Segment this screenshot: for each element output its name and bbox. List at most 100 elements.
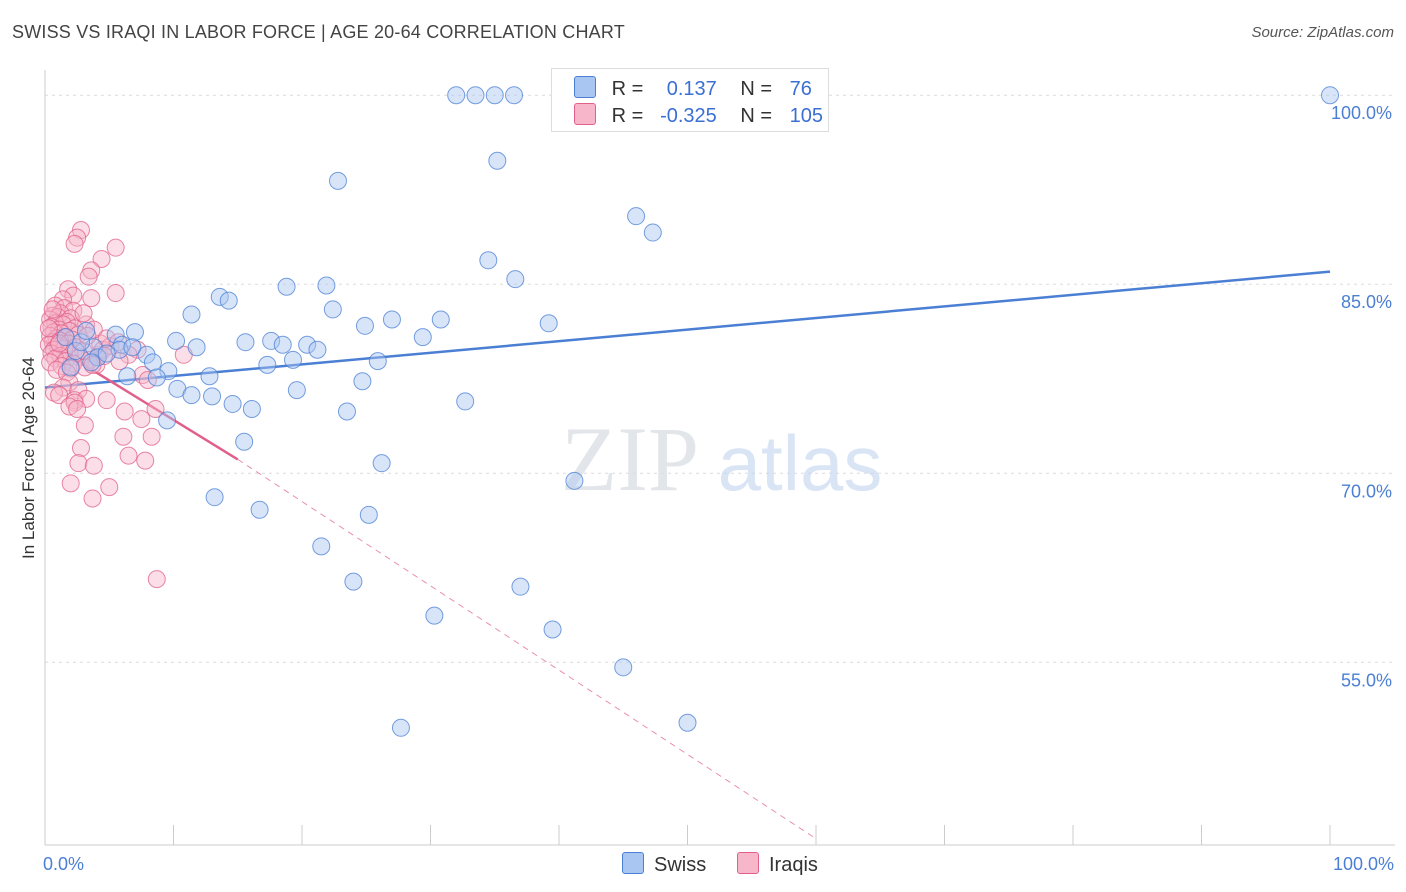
swiss-n-label: N = [740,78,773,100]
swiss-point [505,86,524,105]
iraqis-point [64,286,83,305]
swiss-point [344,572,363,591]
bottom-iraqis-swatch [737,852,759,874]
swiss-point [382,310,401,329]
swiss-point [236,333,255,352]
y-axis-label: In Labor Force | Age 20-64 [19,357,38,559]
iraqis-point [142,427,161,446]
iraqis-point [41,353,60,372]
iraqis-point [75,416,94,435]
swiss-point [159,362,178,381]
y-tick-label: 85.0% [1341,292,1392,312]
watermark-atlas: atlas [718,419,883,507]
iraqis-point [136,451,155,470]
swiss-point [113,335,132,354]
swiss-point [182,305,201,324]
trend-lines [44,270,1331,840]
swiss-point [223,394,242,413]
swiss-point [317,276,336,295]
iraqis-point [97,329,116,348]
swiss-point [337,402,356,421]
swiss-point [66,342,85,361]
swiss-point [210,287,229,306]
bottom-legend-swiss: Swiss [622,852,706,877]
iraqis-swatch [574,103,596,125]
iraqis-point [100,478,119,497]
swiss-point [413,328,432,347]
swiss-point [431,310,450,329]
swiss-r-value: 0.137 [666,78,717,100]
iraqis-point [65,234,84,253]
bottom-iraqis-label: Iraqis [769,854,818,876]
correlation-legend: R = 0.137 N = 76 R = -0.325 N = 105 [551,68,829,132]
swiss-point [147,368,166,387]
watermark-zip: ZIP [561,408,699,510]
swiss-point [391,718,410,737]
iraqis-point [114,427,133,446]
swiss-point [479,251,498,270]
swiss-point [287,381,306,400]
iraqis-point [106,284,125,303]
iraqis-point [115,402,134,421]
swiss-n-value: 76 [789,78,812,100]
swiss-point [643,223,662,242]
iraqis-point [47,360,66,379]
iraqis-point [79,267,98,286]
swiss-point [488,151,507,170]
swiss-point [187,338,206,357]
swiss-point [242,399,261,418]
x-tick-label-max: 100.0% [1333,854,1394,874]
iraqis-point [92,250,111,269]
iraqis-r-value: -0.325 [660,105,717,127]
y-tick-label: 100.0% [1331,103,1392,123]
swiss-point [250,500,269,519]
swiss-point [258,355,277,374]
iraqis-point [82,289,101,308]
iraqis-point [74,304,93,323]
iraqis-point [83,489,102,508]
swiss-point [506,270,525,289]
legend-row-swiss: R = 0.137 N = 76 [574,76,812,100]
y-tick-labels: 100.0% 85.0% 70.0% 55.0% [1331,103,1392,690]
swiss-point [167,331,186,350]
swiss-point [466,86,485,105]
swiss-point [182,386,201,405]
iraqis-trend-extension [237,458,817,840]
swiss-point [543,620,562,639]
iraqis-point [44,383,63,402]
swiss-point [678,713,697,732]
y-tick-label: 70.0% [1341,481,1392,501]
swiss-point [298,335,317,354]
swiss-point [262,331,281,350]
swiss-point [323,300,342,319]
swiss-point [355,316,374,335]
source-credit: Source: ZipAtlas.com [1251,24,1394,41]
swiss-trend-line [44,270,1331,389]
swiss-point [118,367,137,386]
swiss-point [456,392,475,411]
x-tick-label-min: 0.0% [43,854,84,874]
swiss-point [485,86,504,105]
swiss-swatch [574,76,596,98]
iraqis-point [39,319,58,338]
legend-row-iraqis: R = -0.325 N = 105 [574,103,823,127]
iraqis-point [146,399,165,418]
iraqis-point [132,410,151,429]
iraqis-point [43,300,62,319]
swiss-point [353,372,372,391]
iraqis-point [84,456,103,475]
swiss-point [277,277,296,296]
iraqis-point [69,454,88,473]
iraqis-point [147,570,166,589]
bottom-swiss-label: Swiss [654,854,707,876]
swiss-point [158,411,177,430]
data-points [39,86,1339,737]
swiss-point [77,321,96,340]
swiss-r-label: R = [611,78,644,100]
swiss-point [219,291,238,310]
swiss-point [511,577,530,596]
iraqis-point [77,389,96,408]
swiss-point [205,488,224,507]
swiss-point [123,338,142,357]
swiss-point [312,537,331,556]
